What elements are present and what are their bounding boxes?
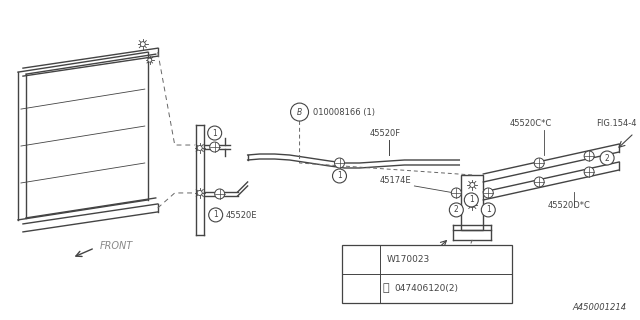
Circle shape bbox=[140, 42, 145, 47]
Circle shape bbox=[584, 167, 594, 177]
Text: 1: 1 bbox=[486, 205, 491, 214]
Text: A450001214: A450001214 bbox=[573, 303, 627, 312]
Circle shape bbox=[451, 188, 461, 198]
Text: 047406120(2): 047406120(2) bbox=[394, 284, 458, 293]
Text: FRONT: FRONT bbox=[100, 241, 133, 251]
Bar bbox=[342, 245, 512, 303]
Circle shape bbox=[481, 203, 495, 217]
Text: 1: 1 bbox=[469, 196, 474, 204]
Circle shape bbox=[148, 58, 152, 62]
Circle shape bbox=[333, 169, 346, 183]
Text: W170023: W170023 bbox=[387, 255, 429, 264]
Circle shape bbox=[600, 151, 614, 165]
Circle shape bbox=[483, 188, 493, 198]
Circle shape bbox=[355, 252, 369, 266]
Circle shape bbox=[534, 177, 544, 187]
Text: Ⓢ: Ⓢ bbox=[383, 283, 389, 293]
Circle shape bbox=[464, 193, 478, 207]
Text: 45520E: 45520E bbox=[226, 211, 257, 220]
Text: 2: 2 bbox=[454, 205, 459, 214]
Text: 2: 2 bbox=[359, 284, 364, 293]
Text: 1: 1 bbox=[213, 211, 218, 220]
Circle shape bbox=[214, 189, 225, 199]
Text: 1: 1 bbox=[212, 129, 217, 138]
Circle shape bbox=[534, 158, 544, 168]
Circle shape bbox=[209, 208, 223, 222]
Circle shape bbox=[449, 203, 463, 217]
Circle shape bbox=[210, 142, 220, 152]
Text: 45520F: 45520F bbox=[369, 129, 401, 138]
Text: 1: 1 bbox=[359, 255, 364, 264]
Text: FIG.154-4: FIG.154-4 bbox=[384, 250, 425, 259]
Text: 45520C*C: 45520C*C bbox=[509, 119, 552, 128]
Text: FIG.154-4: FIG.154-4 bbox=[596, 119, 636, 128]
Text: 1: 1 bbox=[337, 172, 342, 180]
Circle shape bbox=[208, 126, 221, 140]
Bar bbox=[461, 175, 483, 230]
Circle shape bbox=[197, 190, 202, 196]
Circle shape bbox=[355, 281, 369, 295]
Text: 010008166 (1): 010008166 (1) bbox=[312, 108, 374, 116]
Circle shape bbox=[291, 103, 308, 121]
Circle shape bbox=[460, 263, 464, 267]
Text: 45174E: 45174E bbox=[380, 176, 411, 185]
Text: B: B bbox=[297, 108, 302, 116]
Text: 45520D*C: 45520D*C bbox=[547, 201, 590, 210]
Circle shape bbox=[470, 203, 475, 207]
Circle shape bbox=[335, 158, 344, 168]
Circle shape bbox=[470, 182, 475, 188]
Circle shape bbox=[584, 151, 594, 161]
Circle shape bbox=[197, 146, 202, 150]
Text: 2: 2 bbox=[605, 154, 609, 163]
